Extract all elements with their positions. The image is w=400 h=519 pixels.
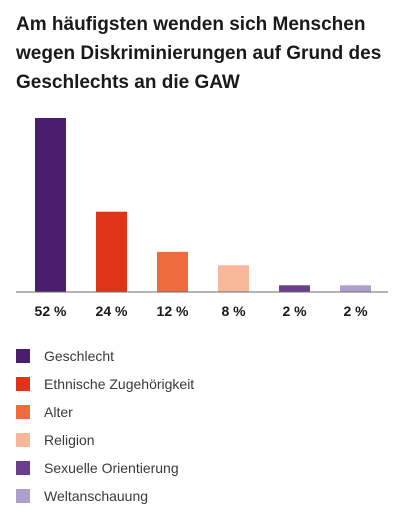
legend-label: Religion bbox=[44, 432, 95, 448]
legend-label: Weltanschauung bbox=[44, 488, 149, 504]
legend-label: Sexuelle Orientierung bbox=[44, 460, 179, 476]
bar-5 bbox=[279, 285, 310, 292]
legend: Geschlecht Ethnische Zugehörigkeit Alter Re… bbox=[16, 342, 194, 510]
bar-2 bbox=[96, 211, 127, 292]
bar-1 bbox=[35, 118, 66, 292]
legend-label: Geschlecht bbox=[44, 348, 115, 364]
value-label-1: 52 % bbox=[35, 303, 67, 319]
legend-item: Ethnische Zugehörigkeit bbox=[16, 370, 194, 398]
legend-label: Ethnische Zugehörigkeit bbox=[44, 376, 195, 392]
bar-3 bbox=[157, 251, 188, 292]
legend-item: Sexuelle Orientierung bbox=[16, 454, 194, 482]
bar-4 bbox=[218, 265, 249, 292]
bar-chart: 52 % 24 % 12 % 8 % 2 % 2 % bbox=[16, 118, 388, 319]
legend-swatch bbox=[16, 377, 30, 391]
legend-item: Alter bbox=[16, 398, 194, 426]
legend-swatch bbox=[16, 405, 30, 419]
legend-item: Geschlecht bbox=[16, 342, 194, 370]
value-labels: 52 % 24 % 12 % 8 % 2 % 2 % bbox=[35, 303, 369, 319]
value-label-2: 24 % bbox=[96, 303, 128, 319]
bar-6 bbox=[340, 285, 371, 292]
bars bbox=[35, 118, 371, 292]
legend-item: Religion bbox=[16, 426, 194, 454]
legend-label: Alter bbox=[44, 404, 73, 420]
legend-swatch bbox=[16, 461, 30, 475]
legend-swatch bbox=[16, 349, 30, 363]
legend-item: Weltanschauung bbox=[16, 482, 194, 510]
value-label-6: 2 % bbox=[343, 303, 368, 319]
chart-title: Am häufigsten wenden sich Menschen wegen… bbox=[16, 14, 382, 93]
value-label-3: 12 % bbox=[157, 303, 189, 319]
legend-swatch bbox=[16, 489, 30, 503]
value-label-4: 8 % bbox=[221, 303, 246, 319]
legend-swatch bbox=[16, 433, 30, 447]
value-label-5: 2 % bbox=[282, 303, 307, 319]
